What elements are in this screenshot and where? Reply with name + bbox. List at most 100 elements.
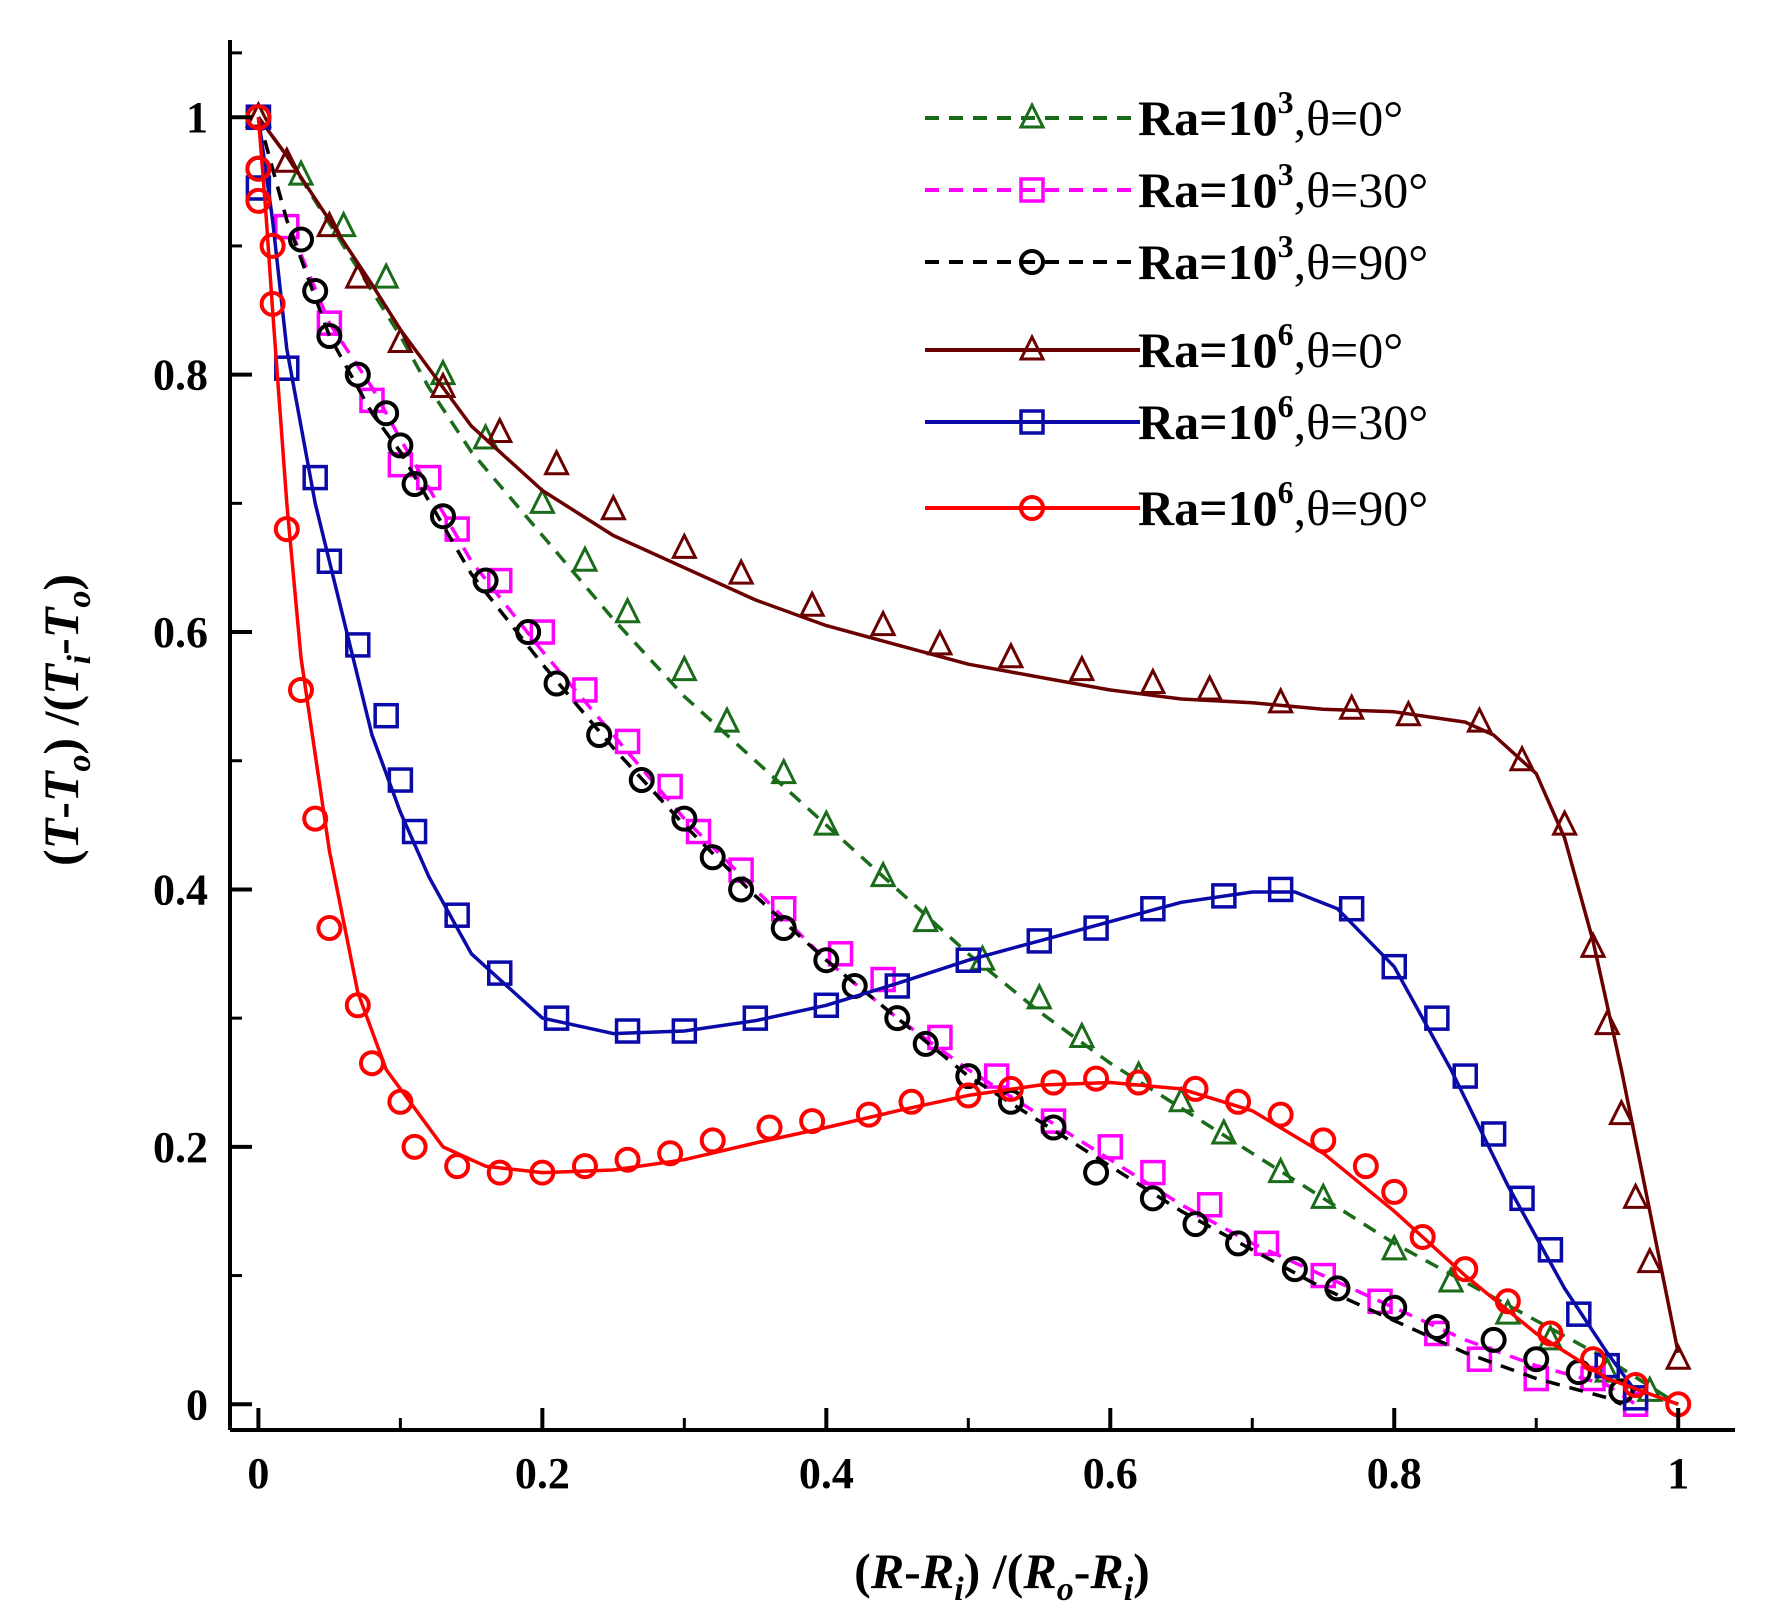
data-point bbox=[770, 757, 798, 785]
data-point bbox=[345, 632, 371, 658]
data-point bbox=[1140, 1159, 1166, 1186]
data-point bbox=[1424, 1005, 1450, 1031]
data-point bbox=[1593, 1008, 1621, 1036]
data-point bbox=[912, 905, 940, 933]
data-point bbox=[372, 261, 400, 289]
data-point bbox=[699, 844, 726, 871]
data-point bbox=[1267, 1156, 1295, 1184]
data-point bbox=[1267, 1101, 1294, 1128]
data-point bbox=[912, 1030, 939, 1057]
data-point bbox=[898, 1088, 925, 1115]
data-point bbox=[373, 400, 400, 427]
data-point bbox=[1537, 1237, 1564, 1263]
legend-marker bbox=[1018, 101, 1046, 129]
data-point bbox=[614, 728, 641, 755]
chart-axes bbox=[228, 40, 1735, 1432]
data-point bbox=[302, 464, 328, 491]
data-point bbox=[1267, 686, 1295, 714]
legend-entry: Ra=103,θ=0° bbox=[925, 84, 1403, 146]
x-tick-label: 0 bbox=[247, 1449, 269, 1498]
data-point bbox=[599, 493, 627, 521]
y-tick-label: 0.4 bbox=[153, 865, 208, 914]
legend-entry: Ra=106,θ=90° bbox=[925, 474, 1428, 536]
data-point bbox=[1466, 705, 1493, 733]
data-point bbox=[1068, 654, 1096, 682]
data-point bbox=[1494, 1288, 1521, 1315]
data-point bbox=[472, 567, 499, 594]
data-point bbox=[529, 619, 556, 645]
data-point bbox=[1423, 1314, 1450, 1341]
data-point bbox=[1509, 1185, 1535, 1212]
legend-entry: Ra=103,θ=30° bbox=[925, 156, 1428, 218]
data-point bbox=[770, 915, 797, 942]
data-point bbox=[870, 966, 896, 993]
data-point bbox=[699, 1127, 726, 1154]
data-point bbox=[1196, 1192, 1223, 1218]
data-point bbox=[1622, 1371, 1649, 1398]
series-6 bbox=[245, 104, 1692, 1418]
data-point bbox=[884, 1005, 911, 1032]
data-point bbox=[728, 876, 755, 903]
data-point bbox=[827, 941, 854, 967]
data-point bbox=[444, 1153, 471, 1180]
x-tick-label: 1 bbox=[1667, 1449, 1689, 1498]
data-point bbox=[444, 902, 470, 928]
data-point bbox=[487, 960, 513, 986]
data-point bbox=[1182, 1075, 1209, 1102]
x-tick-label: 0.6 bbox=[1083, 1449, 1138, 1498]
data-point bbox=[1225, 1230, 1252, 1257]
series-line bbox=[256, 116, 1637, 1406]
data-point bbox=[1139, 1185, 1166, 1212]
data-point bbox=[869, 860, 897, 888]
x-tick-label: 0.8 bbox=[1367, 1449, 1422, 1498]
data-point bbox=[1664, 1342, 1692, 1370]
data-point bbox=[1025, 982, 1053, 1010]
data-point bbox=[571, 1153, 598, 1180]
legend-label: Ra=103,θ=30° bbox=[1138, 156, 1428, 218]
data-point bbox=[302, 805, 329, 832]
data-point bbox=[1480, 1121, 1507, 1147]
data-point bbox=[614, 1146, 641, 1173]
data-point bbox=[1026, 928, 1053, 954]
data-point bbox=[1622, 1181, 1650, 1209]
data-point bbox=[487, 567, 513, 594]
legend-entry: Ra=106,θ=0° bbox=[925, 316, 1403, 378]
data-point bbox=[1225, 1088, 1252, 1115]
data-point bbox=[614, 1018, 641, 1044]
data-point bbox=[997, 1075, 1024, 1102]
data-point bbox=[812, 808, 840, 836]
data-point bbox=[287, 226, 314, 253]
data-point bbox=[1480, 1326, 1507, 1353]
legend-label: Ra=106,θ=0° bbox=[1138, 316, 1403, 378]
series-4 bbox=[244, 100, 1692, 1370]
data-point bbox=[1381, 1178, 1408, 1205]
data-point bbox=[416, 464, 442, 491]
data-point bbox=[1551, 808, 1579, 836]
data-point bbox=[1452, 1256, 1479, 1283]
data-point bbox=[1580, 1346, 1607, 1373]
data-point bbox=[528, 486, 556, 514]
series-line bbox=[256, 116, 1680, 1406]
chart-ticks: 0 0.2 0.4 0.6 0.8 1 0 0.2 0.4 0.6 0.8 1 bbox=[153, 51, 1689, 1498]
data-point bbox=[671, 805, 698, 832]
data-point bbox=[657, 1140, 684, 1167]
chart-legend: Ra=103,θ=0° Ra=103,θ=30° Ra=103,θ=90° Ra=10… bbox=[925, 84, 1428, 536]
legend-marker bbox=[1018, 333, 1046, 361]
data-point bbox=[429, 503, 456, 530]
data-point bbox=[330, 210, 358, 238]
data-point bbox=[344, 992, 371, 1019]
data-point bbox=[287, 676, 314, 703]
data-point bbox=[1338, 896, 1365, 922]
data-point bbox=[1381, 1294, 1408, 1321]
data-point bbox=[315, 210, 343, 238]
series-line bbox=[256, 116, 1680, 1354]
legend-marker bbox=[1019, 409, 1045, 435]
series-1 bbox=[244, 100, 1680, 1406]
series-line bbox=[256, 116, 1623, 1406]
data-point bbox=[1607, 1098, 1635, 1126]
data-point bbox=[884, 973, 911, 999]
chart-series-layer bbox=[244, 100, 1692, 1418]
series-2 bbox=[245, 104, 1649, 1418]
y-axis-title: (T-To) /(Ti-To) bbox=[33, 574, 98, 866]
